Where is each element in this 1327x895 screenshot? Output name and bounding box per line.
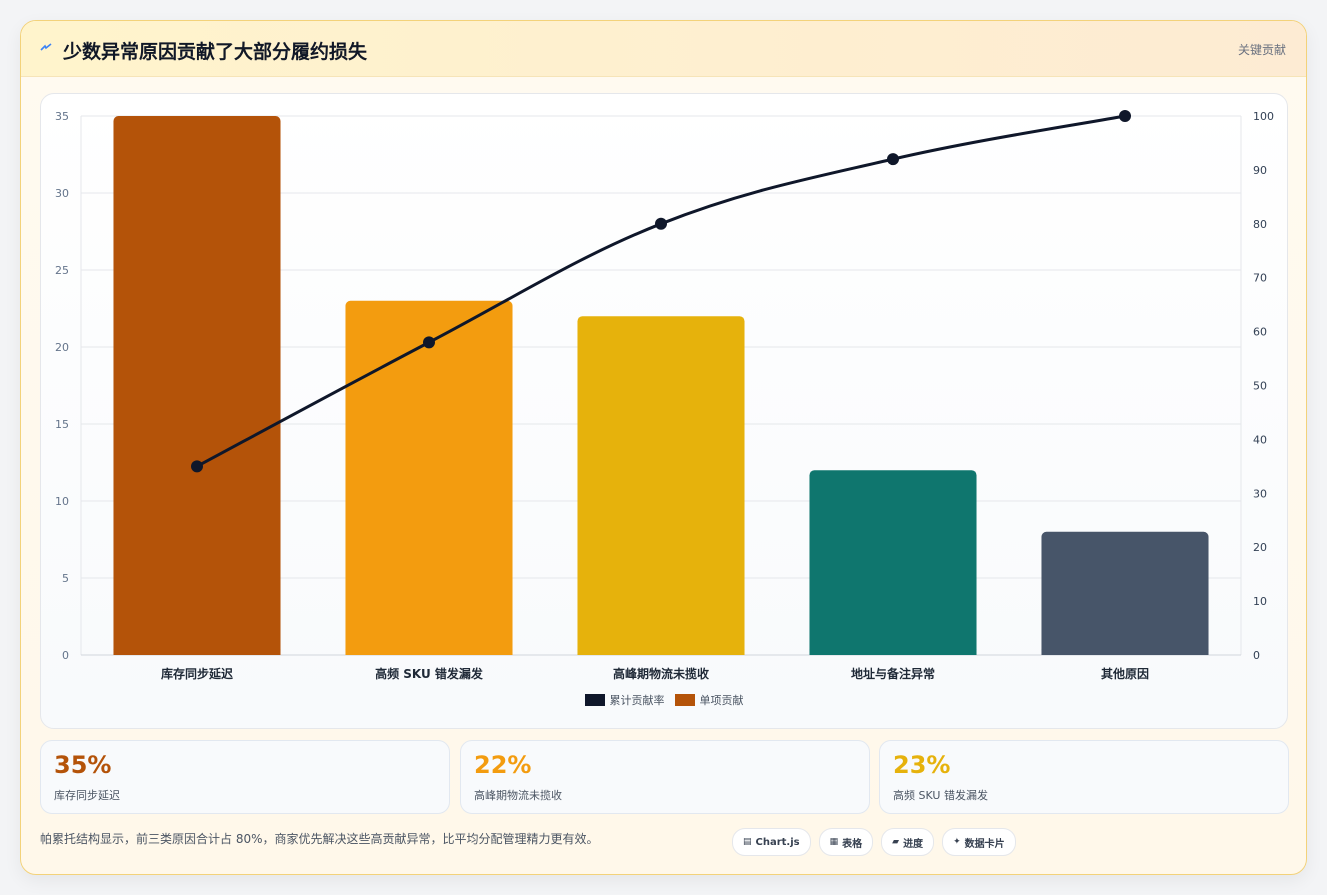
chip-progress[interactable]: ▰ 进度 bbox=[881, 828, 935, 856]
chip-table[interactable]: ▦ 表格 bbox=[818, 828, 874, 856]
bar bbox=[577, 316, 745, 655]
bar-base bbox=[809, 649, 977, 655]
legend-label: 单项贡献 bbox=[699, 694, 744, 707]
pareto-chart: 0 5 10 15 20 25 30 35 0 10 20 30 40 50 60 70 80 90 100 库存同步… bbox=[55, 110, 1274, 681]
bar bbox=[345, 300, 513, 655]
y-tick-label-left: 0 bbox=[62, 649, 69, 662]
kpi-card: 23% 高频 SKU 错发漏发 bbox=[879, 740, 1289, 814]
bar bbox=[809, 470, 977, 655]
lightning-icon bbox=[40, 43, 52, 51]
sparkle-icon: ✦ bbox=[953, 837, 961, 847]
kpi-value: 35% bbox=[54, 751, 112, 779]
legend-swatch-single bbox=[674, 694, 695, 706]
y-tick-label-left: 10 bbox=[55, 495, 69, 508]
y-tick-label-right: 20 bbox=[1253, 541, 1267, 554]
y-tick-label-right: 0 bbox=[1253, 649, 1260, 662]
y-tick-label-right: 100 bbox=[1253, 110, 1274, 123]
kpi-label: 高频 SKU 错发漏发 bbox=[893, 789, 988, 802]
table-icon: ▦ bbox=[829, 837, 839, 847]
cumulative-point bbox=[655, 217, 667, 230]
chip-data-card[interactable]: ✦ 数据卡片 bbox=[942, 828, 1016, 856]
y-tick-label-left: 30 bbox=[55, 187, 69, 200]
bar bbox=[1041, 531, 1209, 655]
y-tick-label-right: 40 bbox=[1253, 433, 1267, 446]
kpi-value: 23% bbox=[893, 751, 951, 779]
kpi-card: 22% 高峰期物流未揽收 bbox=[460, 740, 870, 814]
chart-legend: 累计贡献率 单项贡献 bbox=[41, 692, 1287, 708]
y-tick-label-left: 25 bbox=[55, 264, 69, 277]
bar-base bbox=[113, 649, 281, 655]
y-tick-label-right: 90 bbox=[1253, 164, 1267, 177]
y-tick-label-right: 70 bbox=[1253, 272, 1267, 285]
cumulative-point bbox=[191, 460, 203, 473]
x-tick-label: 库存同步延迟 bbox=[161, 666, 233, 681]
y-tick-label-left: 5 bbox=[62, 572, 69, 585]
kpi-label: 库存同步延迟 bbox=[54, 789, 120, 802]
chart-card: 少数异常原因贡献了大部分履约损失 关键贡献 0 5 10 15 20 25 30 35 0 10 2… bbox=[20, 20, 1307, 875]
cumulative-point bbox=[887, 153, 899, 166]
y-tick-label-right: 10 bbox=[1253, 595, 1267, 608]
x-tick-label: 其他原因 bbox=[1101, 666, 1149, 681]
legend-item-single[interactable]: 单项贡献 bbox=[674, 692, 744, 708]
header-badge: 关键贡献 bbox=[1237, 43, 1286, 57]
kpi-label: 高峰期物流未揽收 bbox=[474, 789, 562, 802]
chip-label: Chart.js bbox=[755, 836, 800, 848]
chip-label: 表格 bbox=[842, 838, 863, 850]
legend-swatch-cumulative bbox=[584, 694, 605, 706]
y-tick-label-left: 35 bbox=[55, 110, 69, 123]
chart-panel: 0 5 10 15 20 25 30 35 0 10 20 30 40 50 60 70 80 90 100 库存同步… bbox=[40, 93, 1288, 729]
legend-item-cumulative[interactable]: 累计贡献率 bbox=[584, 692, 665, 708]
chip-bar: ▤ Chart.js ▦ 表格 ▰ 进度 ✦ 数据卡片 bbox=[732, 828, 1016, 856]
y-tick-label-right: 30 bbox=[1253, 487, 1267, 500]
legend-label: 累计贡献率 bbox=[609, 694, 665, 707]
kpi-card: 35% 库存同步延迟 bbox=[40, 740, 450, 814]
bar-base bbox=[577, 649, 745, 655]
footnote: 帕累托结构显示，前三类原因合计占 80%，商家优先解决这些高贡献异常，比平均分配… bbox=[40, 832, 599, 846]
kpi-value: 22% bbox=[474, 751, 532, 779]
progress-icon: ▰ bbox=[892, 837, 900, 847]
y-tick-label-right: 80 bbox=[1253, 218, 1267, 231]
y-tick-label-left: 15 bbox=[55, 418, 69, 431]
y-tick-label-right: 50 bbox=[1253, 380, 1267, 393]
card-header: 少数异常原因贡献了大部分履约损失 关键贡献 bbox=[21, 21, 1306, 77]
chart-icon: ▤ bbox=[743, 837, 752, 847]
bar bbox=[113, 116, 281, 655]
chip-label: 进度 bbox=[903, 838, 924, 850]
bar-base bbox=[345, 649, 513, 655]
page-title: 少数异常原因贡献了大部分履约损失 bbox=[63, 41, 368, 63]
x-tick-label: 地址与备注异常 bbox=[851, 666, 935, 681]
chip-label: 数据卡片 bbox=[964, 838, 1005, 850]
chip-chartjs[interactable]: ▤ Chart.js bbox=[732, 828, 811, 856]
x-tick-label: 高频 SKU 错发漏发 bbox=[375, 666, 484, 681]
y-tick-label-left: 20 bbox=[55, 341, 69, 354]
cumulative-point bbox=[1119, 110, 1131, 122]
y-tick-label-right: 60 bbox=[1253, 326, 1267, 339]
cumulative-point bbox=[423, 336, 435, 349]
bar-base bbox=[1041, 649, 1209, 655]
x-tick-label: 高峰期物流未揽收 bbox=[613, 666, 709, 681]
